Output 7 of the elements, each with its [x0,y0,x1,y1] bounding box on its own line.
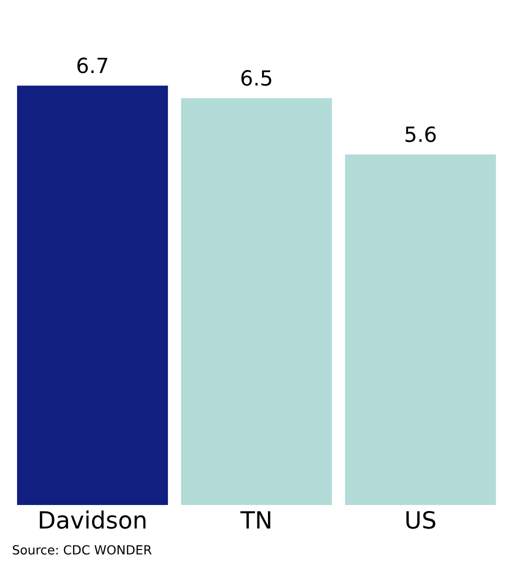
data-label: 5.6 [406,126,436,142]
data-label: 6.7 [77,58,108,74]
source-note: Source: CDC WONDER [12,545,152,555]
x-tick-label: US [406,510,436,529]
x-tick-label: Davidson [40,510,146,529]
x-tick-label: TN [240,511,270,528]
data-label: 6.5 [241,70,272,86]
